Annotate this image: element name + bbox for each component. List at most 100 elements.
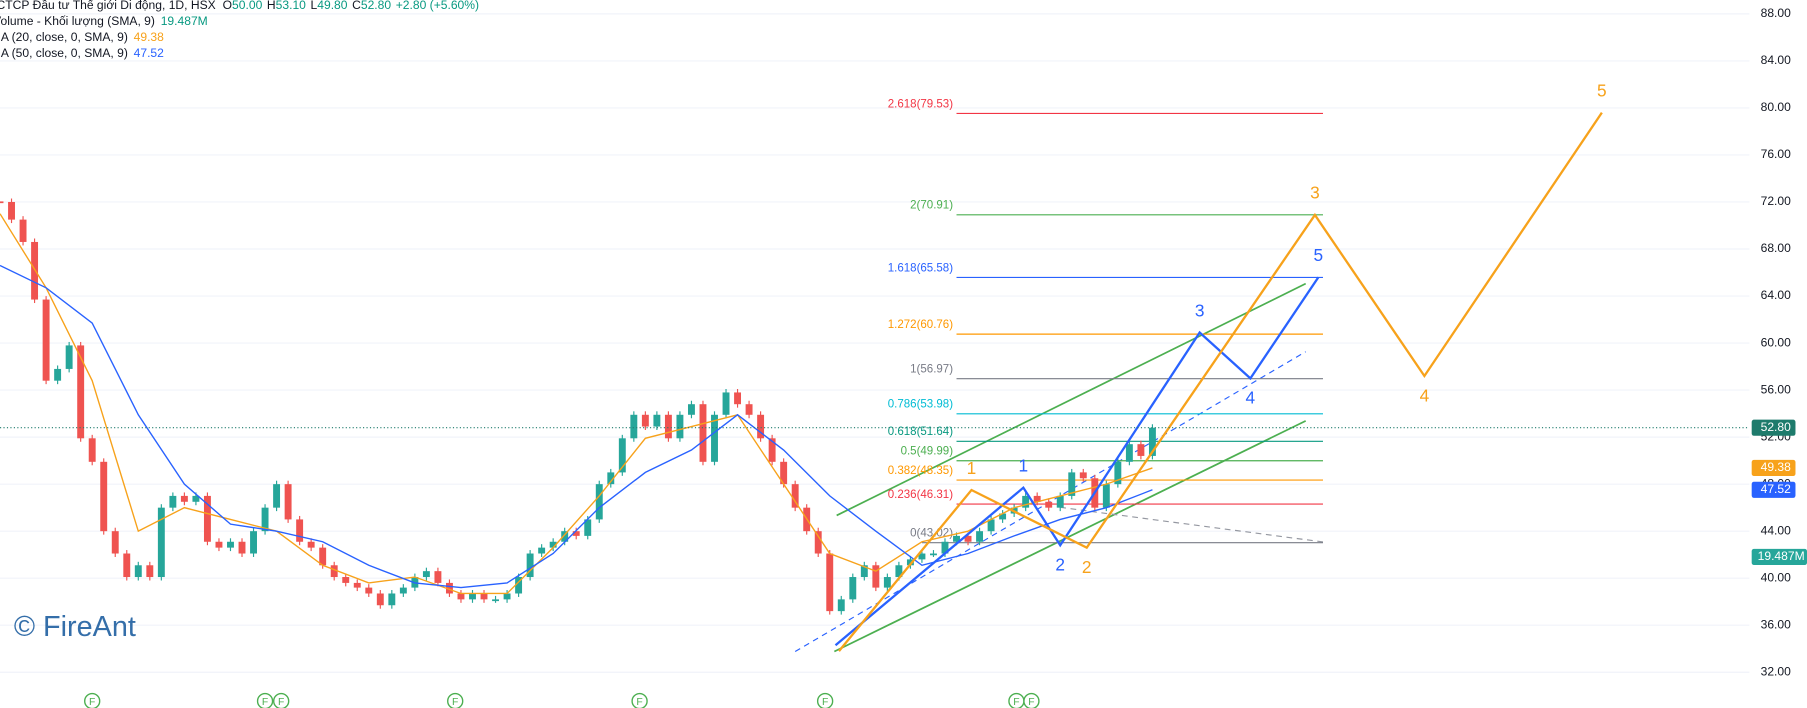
candle — [860, 565, 868, 578]
fib-label: 2(70.91) — [910, 200, 953, 212]
candle — [215, 541, 223, 548]
candle — [711, 414, 718, 462]
ohlc-value: 53.10 — [276, 0, 307, 12]
volume-badge-label: 19.487M — [1758, 549, 1805, 563]
ma50-value: 47.52 — [134, 46, 165, 60]
candle — [457, 593, 465, 600]
y-tick-label: 36.00 — [1761, 617, 1792, 631]
candle — [1114, 461, 1122, 485]
fib-label: 1(56.97) — [910, 364, 953, 376]
event-label: F — [452, 697, 458, 708]
wave-label: 1 — [967, 458, 977, 478]
candle — [734, 392, 742, 405]
fib-label: 2.618(79.53) — [888, 98, 953, 110]
candle — [88, 438, 96, 462]
candle — [618, 438, 626, 473]
candle — [376, 593, 384, 606]
ohlc-key: C — [352, 0, 361, 12]
y-tick-label: 44.00 — [1761, 523, 1792, 537]
candle — [526, 553, 534, 578]
candle — [953, 535, 960, 542]
candle — [203, 495, 211, 542]
candle — [699, 404, 707, 462]
price-badge-label: 52.80 — [1761, 420, 1792, 434]
candle — [1079, 472, 1087, 479]
candle — [941, 541, 949, 554]
wave-label: 2 — [1055, 555, 1065, 575]
fib-label: 1.272(60.76) — [888, 319, 953, 331]
candle — [123, 553, 131, 578]
candle — [515, 577, 523, 594]
fib-label: 1.618(65.58) — [888, 262, 953, 274]
event-marker — [273, 692, 290, 708]
candle — [999, 513, 1007, 520]
candle — [837, 599, 845, 612]
candle — [538, 547, 546, 554]
candle — [1068, 472, 1076, 496]
y-tick-label: 76.00 — [1761, 147, 1792, 161]
price-badge — [1751, 459, 1796, 476]
candle — [1102, 484, 1110, 508]
candle — [169, 495, 177, 508]
candle — [1045, 501, 1053, 508]
header-line: CTCP Đầu tư Thế giới Di động, 1D, HSX O50… — [0, 0, 479, 12]
candle — [19, 219, 27, 242]
y-tick-label: 68.00 — [1761, 241, 1792, 255]
wave-line — [838, 111, 1603, 652]
ohlc-value: 50.00 — [232, 0, 263, 12]
ohlc-value: 49.80 — [317, 0, 348, 12]
candle — [872, 565, 880, 588]
ohlc-value: 52.80 — [361, 0, 392, 12]
candle — [330, 565, 338, 578]
channel-line — [836, 282, 1307, 517]
event-label: F — [636, 697, 642, 708]
candle — [1148, 427, 1156, 456]
y-tick-label: 80.00 — [1761, 100, 1792, 114]
ma-line — [0, 213, 1153, 595]
candle — [180, 495, 188, 502]
candle — [434, 571, 442, 583]
candle — [1033, 495, 1041, 502]
candle — [561, 531, 569, 542]
candle — [895, 565, 903, 578]
candle — [883, 577, 891, 588]
candle — [768, 438, 776, 462]
candle — [595, 484, 603, 520]
fib-label: 0.382(48.35) — [888, 465, 953, 477]
candle — [1137, 444, 1145, 456]
event-marker — [1023, 692, 1040, 708]
event-marker — [816, 692, 834, 708]
candle — [722, 392, 730, 415]
candle — [250, 531, 257, 554]
fib-label: 0.618(51.64) — [888, 426, 953, 438]
event-label: F — [89, 697, 95, 708]
candle — [964, 535, 972, 542]
candle — [976, 531, 984, 542]
wave-label: 3 — [1310, 183, 1320, 203]
candle — [687, 404, 695, 415]
ma50-name: MA (50, close, 0, SMA, 9) — [0, 46, 128, 60]
candle — [31, 241, 39, 300]
event-label: F — [262, 697, 268, 708]
y-tick-label: 32.00 — [1761, 664, 1792, 678]
volume-name: Volume - Khối lượng (SMA, 9) — [0, 14, 155, 28]
candle — [664, 414, 672, 439]
ohlc-key: L — [311, 0, 318, 12]
candle — [319, 547, 327, 566]
y-tick-label: 40.00 — [1761, 570, 1792, 584]
y-tick-label: 60.00 — [1761, 335, 1792, 349]
candle — [930, 553, 937, 556]
y-tick-label: 88.00 — [1761, 6, 1792, 20]
wave-label: 1 — [1019, 455, 1029, 475]
candle — [1022, 495, 1030, 508]
change: +2.80 (+5.60%) — [396, 0, 479, 12]
event-label: F — [1013, 697, 1019, 708]
ohlc-key: O — [223, 0, 232, 12]
candle — [146, 565, 154, 578]
event-marker — [631, 692, 648, 708]
event-label: F — [278, 697, 284, 708]
candle — [572, 531, 580, 536]
fib-label: 0.5(49.99) — [901, 446, 954, 458]
candle — [1056, 495, 1064, 508]
